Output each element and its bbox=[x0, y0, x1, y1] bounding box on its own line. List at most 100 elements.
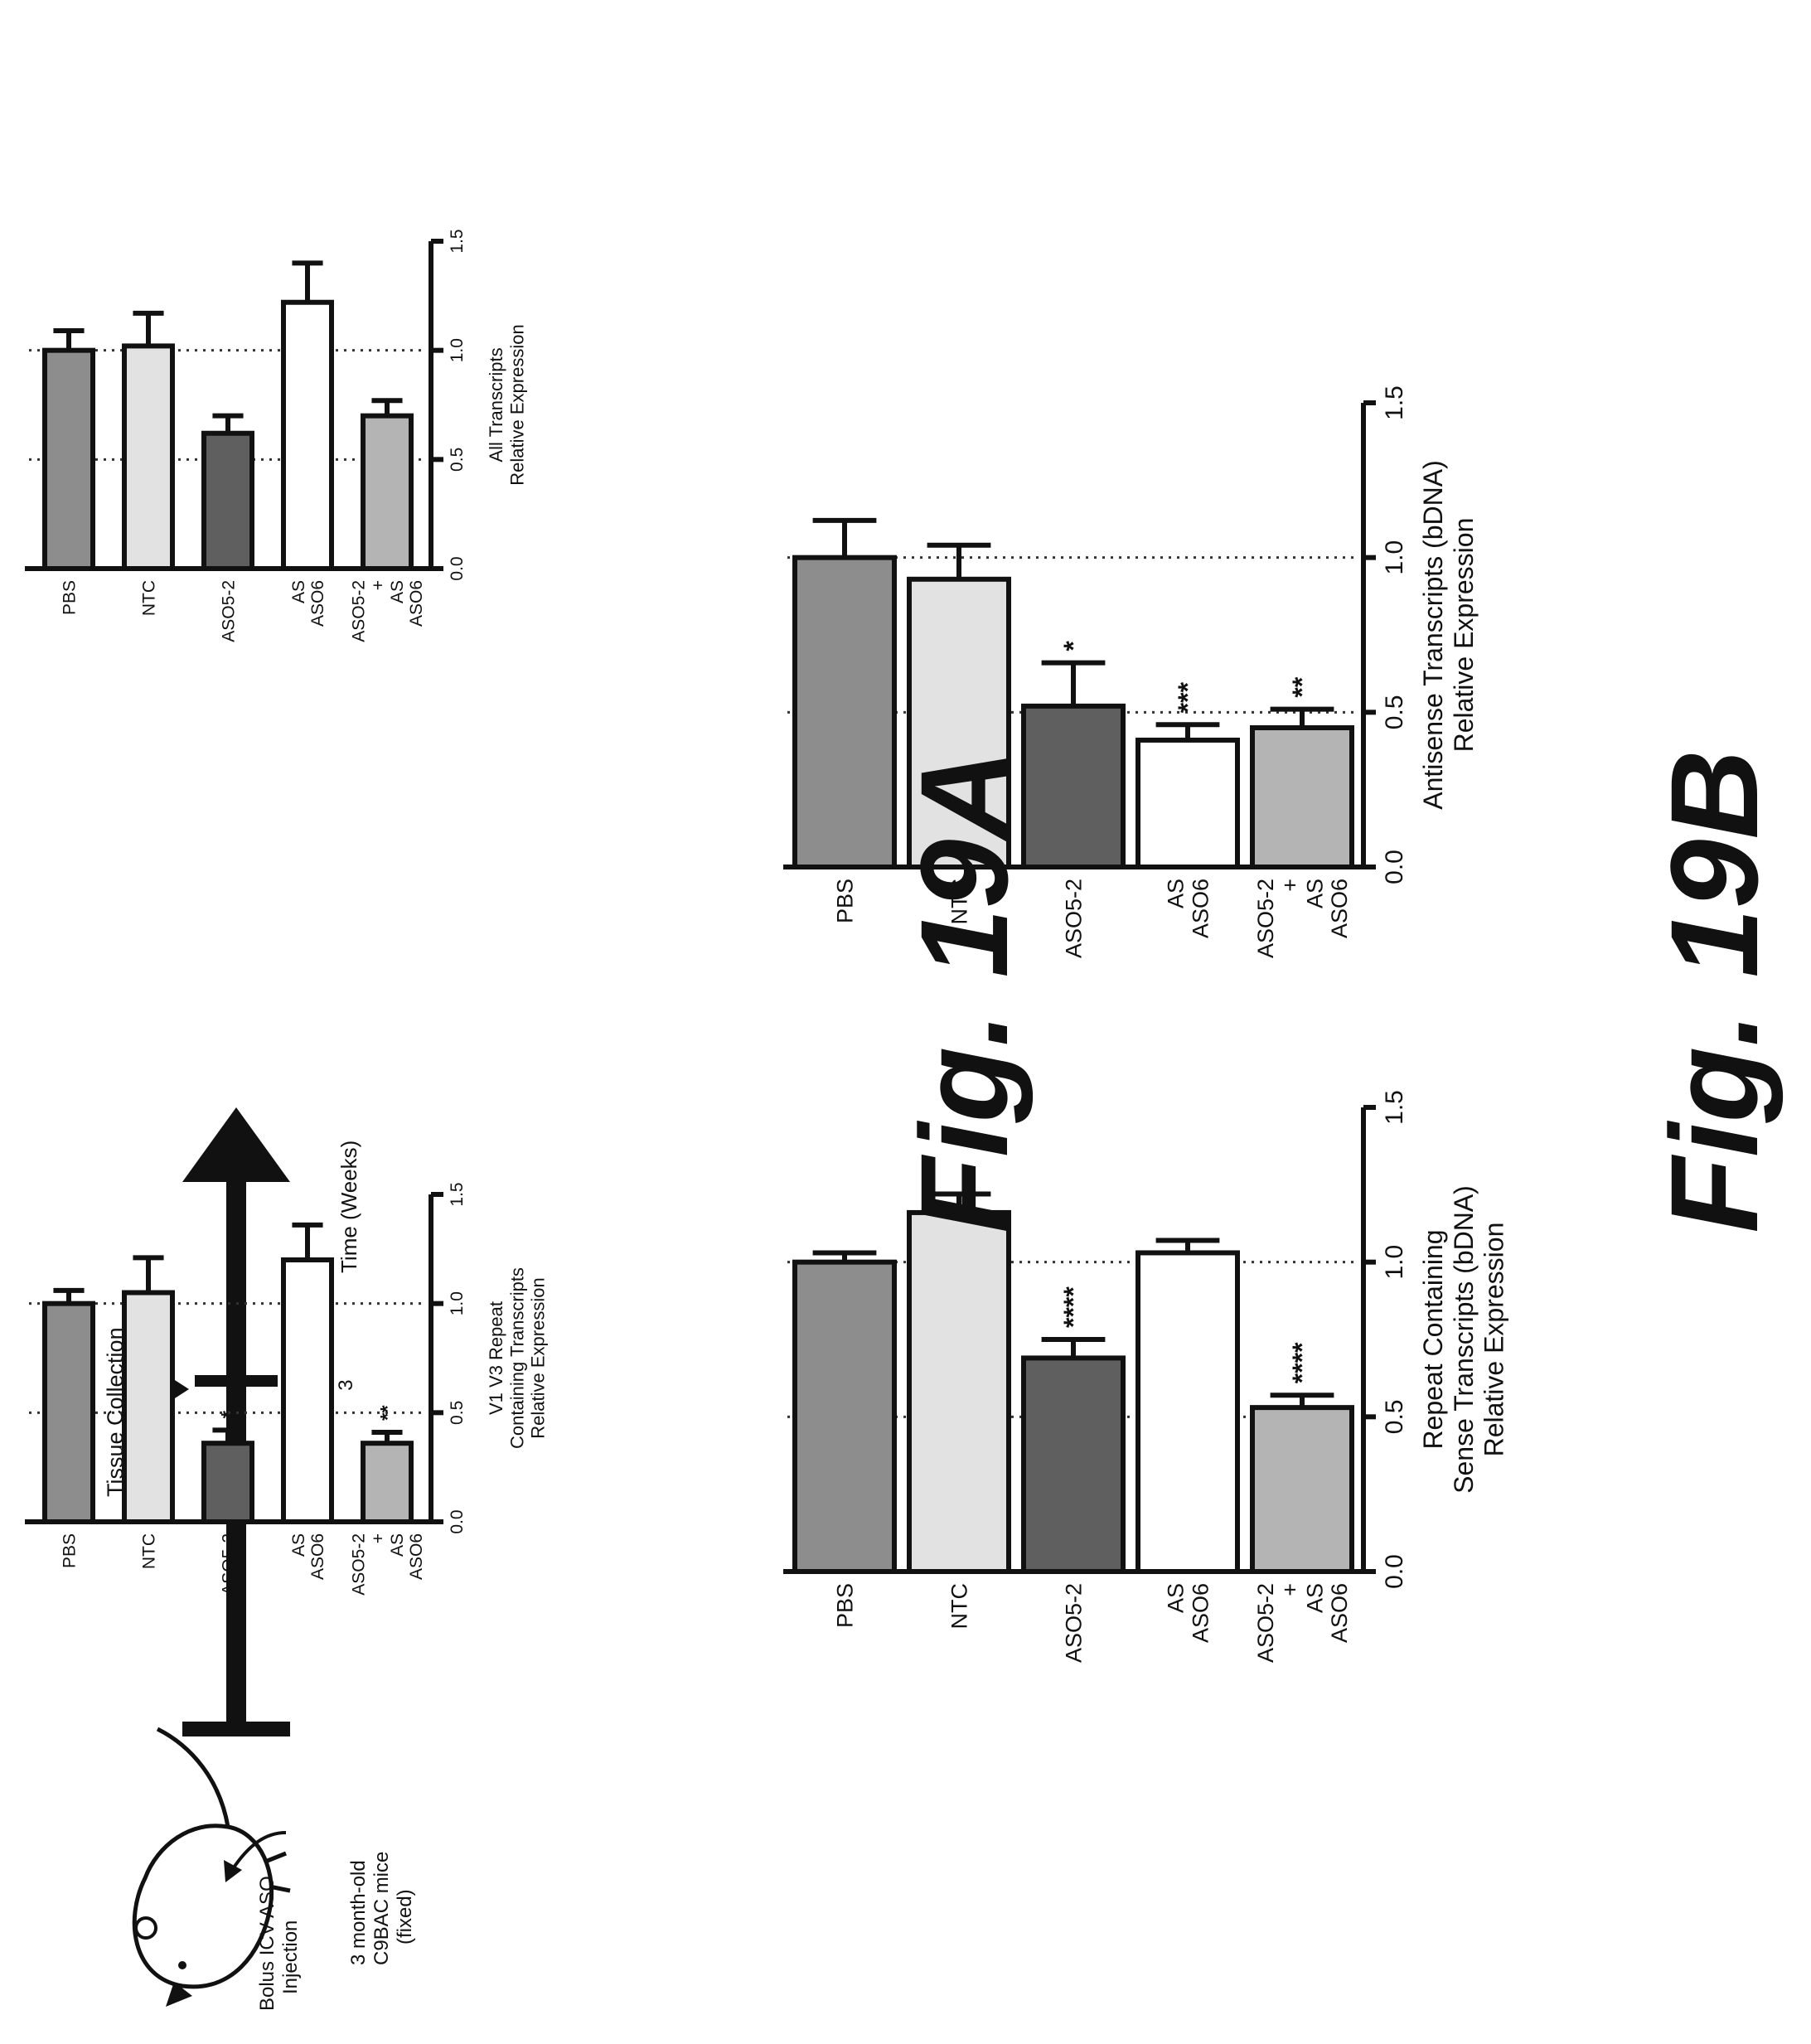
mouse-label-line2: C9BAC mice bbox=[370, 1852, 393, 1965]
bar-ntc bbox=[122, 343, 175, 571]
tick-label: 0.5 bbox=[448, 1401, 467, 1425]
tick-label: 0.0 bbox=[1381, 850, 1408, 884]
chart-all-transcripts: PBS NTC ASO5-2 AS ASO6 ASO5-2 + AS ASO60.00.51.0… bbox=[25, 229, 527, 642]
significance-marker: * bbox=[217, 1410, 240, 1418]
tick-label: 0.5 bbox=[1381, 695, 1408, 729]
bar-pbs bbox=[792, 555, 897, 869]
significance-marker: * bbox=[1058, 641, 1088, 651]
axis-label: Relative Expression bbox=[1449, 518, 1479, 753]
axis-label: Containing Transcripts bbox=[506, 1267, 527, 1449]
tick-label: 1.0 bbox=[448, 338, 467, 362]
category-label: PBS bbox=[832, 1583, 857, 1628]
chart-sense-transcripts-bdna: PBS NTC****ASO5-2 AS ASO6****ASO5-2 + AS ASO60… bbox=[783, 1090, 1509, 1663]
bar-as-aso6 bbox=[281, 299, 334, 571]
tick-label: 0.5 bbox=[1381, 1399, 1408, 1434]
bar-pbs bbox=[42, 1301, 95, 1524]
chart-v1v3-repeat-transcripts: PBS NTC*ASO5-2 AS ASO6**ASO5-2 + AS ASO60.00.5… bbox=[25, 1182, 549, 1596]
category-label: + bbox=[1278, 1583, 1303, 1596]
category-label: AS bbox=[1164, 1583, 1189, 1613]
chart-antisense-transcripts-bdna: PBS NTC*ASO5-2***AS ASO6**ASO5-2 + AS ASO60.0… bbox=[783, 385, 1479, 958]
bar-as-aso6 bbox=[281, 1257, 334, 1524]
tick-label: 1.0 bbox=[1381, 1245, 1408, 1280]
category-label: ASO6 bbox=[1188, 879, 1213, 938]
tick-label: 0.0 bbox=[448, 1509, 467, 1533]
category-label: ASO6 bbox=[1188, 1583, 1213, 1643]
tick-label: 1.0 bbox=[448, 1291, 467, 1315]
figure-19b-label: Fig. 19B bbox=[1644, 749, 1784, 1233]
significance-marker: ** bbox=[1287, 676, 1317, 697]
week-tick-label: 3 bbox=[335, 1379, 357, 1390]
bar-aso5-2-as-aso6 bbox=[361, 1441, 414, 1524]
tick-label: 0.0 bbox=[1381, 1554, 1408, 1589]
bar-aso5-2-as-aso6 bbox=[1250, 1405, 1354, 1574]
category-label: ASO6 bbox=[1327, 1583, 1352, 1643]
category-label: PBS bbox=[60, 1533, 79, 1568]
category-label: ASO5-2 bbox=[219, 1533, 238, 1596]
category-label: + bbox=[1278, 879, 1303, 892]
category-label: ASO5-2 bbox=[1253, 1583, 1278, 1663]
axis-label: Relative Expression bbox=[506, 324, 527, 485]
bar-pbs bbox=[792, 1259, 897, 1574]
significance-marker: ** bbox=[376, 1405, 399, 1421]
category-label: ASO5-2 bbox=[1061, 879, 1086, 958]
category-label: ASO6 bbox=[308, 580, 327, 627]
axis-label: Antisense Transcripts (bDNA) bbox=[1418, 460, 1448, 809]
category-label: ASO5-2 bbox=[350, 580, 369, 642]
category-label: PBS bbox=[60, 580, 79, 615]
category-label: NTC bbox=[947, 1583, 971, 1630]
category-label: ASO6 bbox=[407, 1533, 426, 1580]
tick-label: 1.5 bbox=[448, 229, 467, 253]
category-label: + bbox=[369, 1533, 388, 1543]
category-label: AS bbox=[1302, 879, 1327, 908]
category-label: AS bbox=[1302, 1583, 1327, 1613]
injection-label-line2: Injection bbox=[279, 1920, 302, 1994]
category-label: ASO6 bbox=[308, 1533, 327, 1580]
bar-ntc bbox=[122, 1290, 175, 1524]
axis-label: All Transcripts bbox=[486, 347, 506, 462]
bar-aso5-2-as-aso6 bbox=[361, 413, 414, 571]
injection-arrow-icon bbox=[224, 1831, 287, 1882]
bar-as-aso6 bbox=[1136, 1250, 1240, 1574]
category-label: ASO5-2 bbox=[350, 1533, 369, 1596]
bar-aso5-2 bbox=[201, 1441, 254, 1524]
category-label: + bbox=[369, 580, 388, 590]
category-label: PBS bbox=[832, 879, 857, 923]
bar-aso5-2 bbox=[201, 430, 254, 571]
tick-label: 1.5 bbox=[1381, 1090, 1408, 1125]
tick-label: 1.0 bbox=[1381, 540, 1408, 575]
tick-label: 0.0 bbox=[448, 556, 467, 580]
time-axis-label: Time (Weeks) bbox=[337, 1141, 361, 1273]
tick-label: 1.5 bbox=[448, 1182, 467, 1206]
significance-marker: **** bbox=[1287, 1342, 1317, 1383]
tick-label: 1.5 bbox=[1381, 385, 1408, 420]
axis-label: Repeat Containing bbox=[1418, 1229, 1448, 1449]
category-label: AS bbox=[1164, 879, 1189, 908]
bar-ntc bbox=[907, 1209, 1011, 1574]
injection-label-line1: Bolus ICV ASO bbox=[256, 1876, 278, 2011]
category-label: ASO5-2 bbox=[1061, 1583, 1086, 1663]
category-label: AS bbox=[289, 580, 308, 603]
category-label: NTC bbox=[139, 1533, 158, 1569]
figure-19a-label: Fig. 19A bbox=[894, 749, 1034, 1233]
mouse-label-line1: 3 month-old bbox=[347, 1860, 370, 1965]
category-label: NTC bbox=[947, 879, 971, 925]
tick-label: 0.5 bbox=[448, 448, 467, 472]
significance-marker: **** bbox=[1058, 1286, 1088, 1328]
significance-marker: *** bbox=[1173, 681, 1203, 713]
category-label: ASO6 bbox=[1327, 879, 1352, 938]
category-label: AS bbox=[388, 1533, 407, 1557]
bar-aso5-2 bbox=[1021, 703, 1126, 869]
mouse-icon bbox=[132, 1727, 291, 2007]
axis-label: Sense Transcripts (bDNA) bbox=[1449, 1185, 1479, 1494]
category-label: ASO5-2 bbox=[1253, 879, 1278, 958]
bar-aso5-2 bbox=[1021, 1355, 1126, 1574]
bar-aso5-2-as-aso6 bbox=[1250, 725, 1354, 869]
category-label: ASO5-2 bbox=[219, 580, 238, 642]
mouse-label-line3: (fixed) bbox=[394, 1889, 416, 1945]
axis-label: Relative Expression bbox=[528, 1277, 549, 1438]
category-label: AS bbox=[289, 1533, 308, 1557]
category-label: AS bbox=[388, 580, 407, 603]
axis-label: Relative Expression bbox=[1479, 1223, 1509, 1457]
